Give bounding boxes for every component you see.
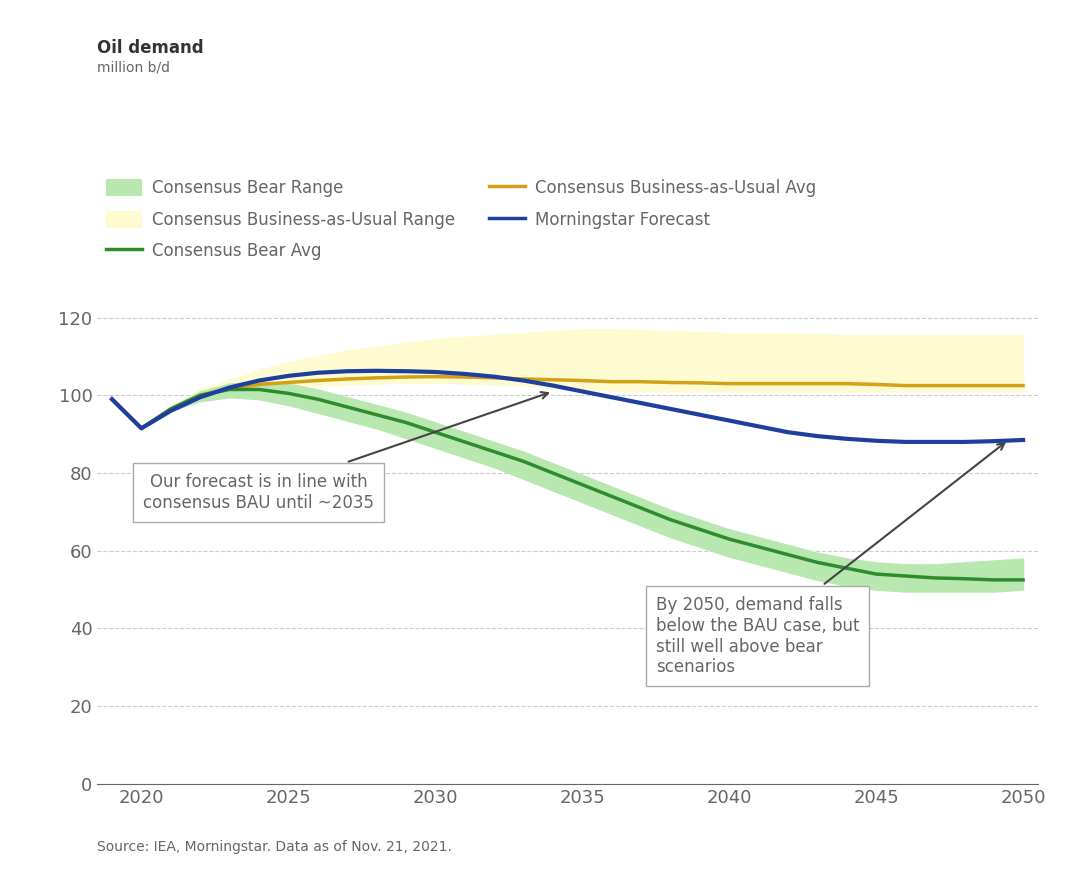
Text: Oil demand: Oil demand: [97, 39, 204, 57]
Text: million b/d: million b/d: [97, 61, 171, 75]
Text: Our forecast is in line with
consensus BAU until ~2035: Our forecast is in line with consensus B…: [144, 392, 548, 512]
Legend: Consensus Bear Range, Consensus Business-as-Usual Range, Consensus Bear Avg, Con: Consensus Bear Range, Consensus Business…: [106, 179, 816, 260]
Text: By 2050, demand falls
below the BAU case, but
still well above bear
scenarios: By 2050, demand falls below the BAU case…: [656, 443, 1004, 677]
Text: Source: IEA, Morningstar. Data as of Nov. 21, 2021.: Source: IEA, Morningstar. Data as of Nov…: [97, 840, 452, 854]
